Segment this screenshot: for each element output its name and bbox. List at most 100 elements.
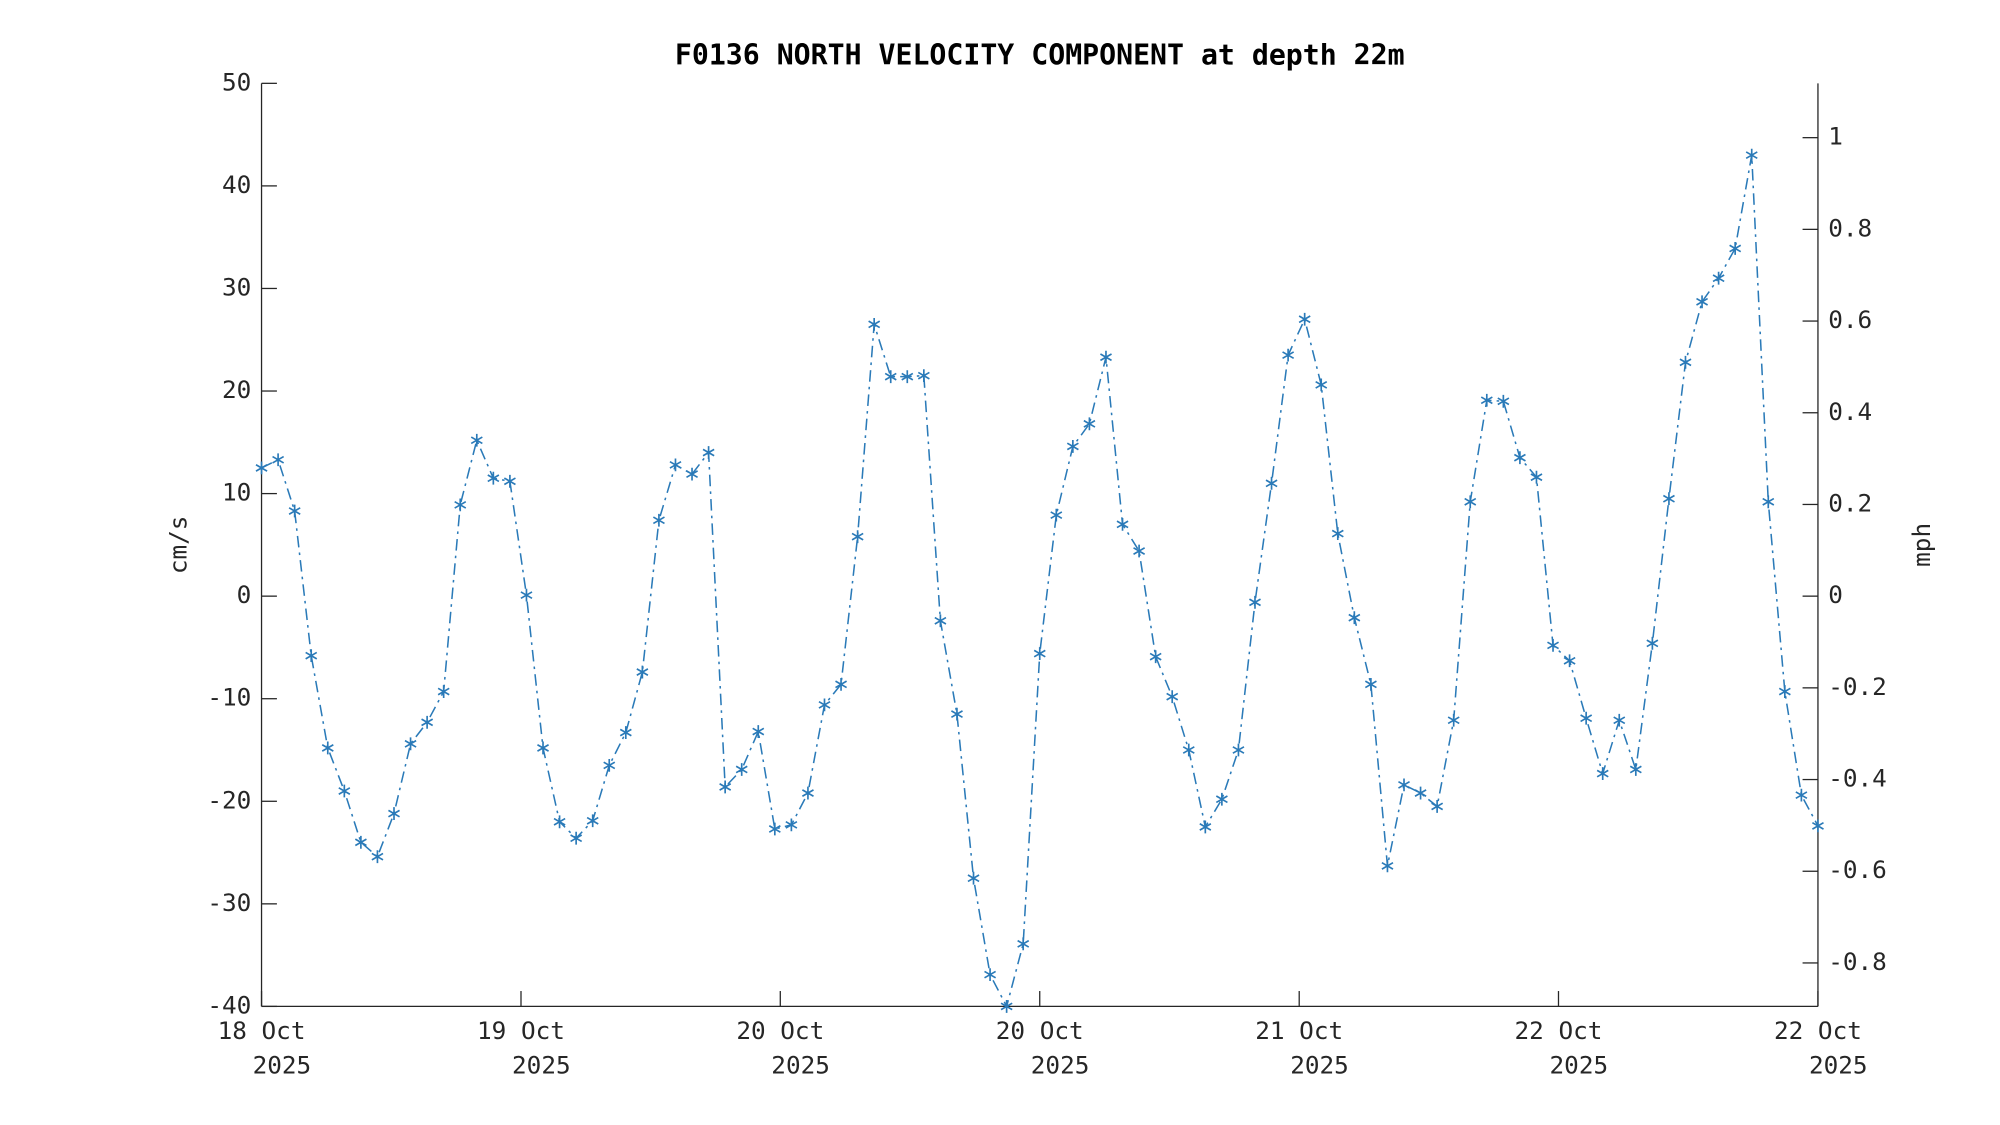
- data-marker: [354, 835, 367, 849]
- data-marker: [1580, 711, 1593, 725]
- data-marker: [1778, 685, 1791, 698]
- x-tick-label: 22 Oct: [1515, 1016, 1603, 1045]
- x-tick-label: 2025: [1809, 1051, 1868, 1080]
- data-marker: [735, 763, 748, 776]
- data-marker: [1083, 417, 1096, 431]
- data-marker: [1298, 312, 1311, 326]
- data-marker: [1811, 819, 1824, 833]
- data-marker: [1497, 394, 1510, 408]
- y2-tick-label: 0: [1828, 580, 1843, 609]
- x-tick-label: 2025: [1550, 1051, 1609, 1080]
- data-marker: [338, 784, 351, 798]
- y2-tick-label: 1: [1828, 122, 1843, 151]
- data-marker: [1679, 355, 1692, 369]
- data-marker: [917, 369, 930, 383]
- data-marker: [1547, 638, 1559, 652]
- data-marker: [487, 471, 500, 485]
- data-marker: [404, 737, 417, 751]
- data-marker: [785, 818, 798, 832]
- y-tick-label: 30: [222, 272, 251, 301]
- data-marker: [272, 453, 285, 467]
- data-marker: [454, 498, 467, 512]
- data-marker: [1116, 517, 1129, 531]
- data-marker: [1215, 792, 1228, 806]
- y2-tick-label: 0.8: [1828, 213, 1872, 242]
- data-marker: [1149, 650, 1162, 664]
- data-marker: [1431, 800, 1444, 813]
- y-tick-label: -10: [207, 683, 251, 712]
- data-marker: [934, 614, 947, 628]
- y-tick-label: 0: [237, 580, 252, 609]
- data-marker: [801, 786, 814, 800]
- y-tick-label: 50: [222, 67, 251, 96]
- data-marker: [437, 685, 450, 698]
- data-marker: [901, 370, 914, 384]
- data-marker: [1464, 495, 1477, 509]
- data-marker: [1745, 148, 1758, 162]
- data-marker: [1017, 937, 1030, 951]
- data-marker: [702, 446, 715, 459]
- data-marker: [1646, 636, 1659, 650]
- y2-tick-label: 0.2: [1828, 488, 1872, 517]
- data-marker: [1762, 495, 1775, 509]
- x-tick-label: 20 Oct: [736, 1016, 824, 1045]
- data-marker: [1563, 654, 1576, 668]
- data-marker: [388, 807, 400, 821]
- x-tick-label: 21 Oct: [1255, 1016, 1343, 1045]
- data-marker: [305, 649, 318, 663]
- y-tick-label: 20: [222, 375, 251, 404]
- data-marker: [1513, 451, 1526, 465]
- chart-title: F0136 NORTH VELOCITY COMPONENT at depth …: [675, 38, 1405, 71]
- data-marker: [503, 474, 516, 488]
- data-marker: [470, 433, 483, 447]
- data-marker: [1182, 743, 1195, 757]
- data-marker: [884, 370, 897, 384]
- y-tick-label: -40: [207, 990, 251, 1019]
- data-marker: [1729, 242, 1742, 255]
- x-tick-label: 18 Oct: [218, 1016, 306, 1045]
- data-marker: [1066, 440, 1079, 453]
- data-marker: [1050, 508, 1063, 522]
- x-tick-label: 20 Oct: [996, 1016, 1084, 1045]
- data-marker: [1398, 778, 1410, 792]
- data-marker: [288, 504, 301, 518]
- y2-tick-label: 0.6: [1828, 305, 1872, 334]
- y2-axis-label: mph: [1907, 523, 1936, 567]
- data-marker: [1629, 763, 1642, 776]
- data-marker: [1199, 820, 1212, 834]
- data-marker: [967, 871, 980, 885]
- data-marker: [768, 822, 781, 836]
- data-marker: [1033, 647, 1046, 660]
- data-marker: [1712, 271, 1725, 285]
- data-marker: [1232, 743, 1245, 757]
- data-marker: [636, 665, 649, 679]
- data-marker: [868, 317, 881, 331]
- data-marker: [818, 698, 831, 712]
- data-marker: [603, 758, 616, 772]
- data-marker: [1133, 544, 1146, 558]
- data-marker: [1000, 1000, 1013, 1013]
- data-marker: [1662, 492, 1675, 506]
- data-marker: [1315, 378, 1328, 392]
- x-tick-label: 19 Oct: [477, 1016, 565, 1045]
- data-marker: [586, 814, 599, 828]
- data-marker: [686, 467, 699, 481]
- data-marker: [1447, 713, 1460, 727]
- x-tick-label: 2025: [1290, 1051, 1349, 1080]
- data-marker: [1364, 677, 1377, 691]
- y2-tick-label: -0.8: [1828, 947, 1887, 976]
- data-marker: [421, 715, 434, 729]
- data-marker: [1381, 859, 1394, 873]
- data-marker: [652, 513, 665, 527]
- data-marker: [1265, 476, 1278, 490]
- data-marker: [950, 707, 963, 721]
- data-marker: [1414, 786, 1427, 800]
- x-tick-label: 2025: [1031, 1051, 1090, 1080]
- data-marker: [669, 458, 682, 472]
- data-marker: [1596, 767, 1609, 780]
- y2-tick-label: -0.4: [1828, 764, 1887, 793]
- data-marker: [1348, 611, 1361, 625]
- x-tick-label: 2025: [253, 1051, 312, 1080]
- data-marker: [1795, 788, 1808, 802]
